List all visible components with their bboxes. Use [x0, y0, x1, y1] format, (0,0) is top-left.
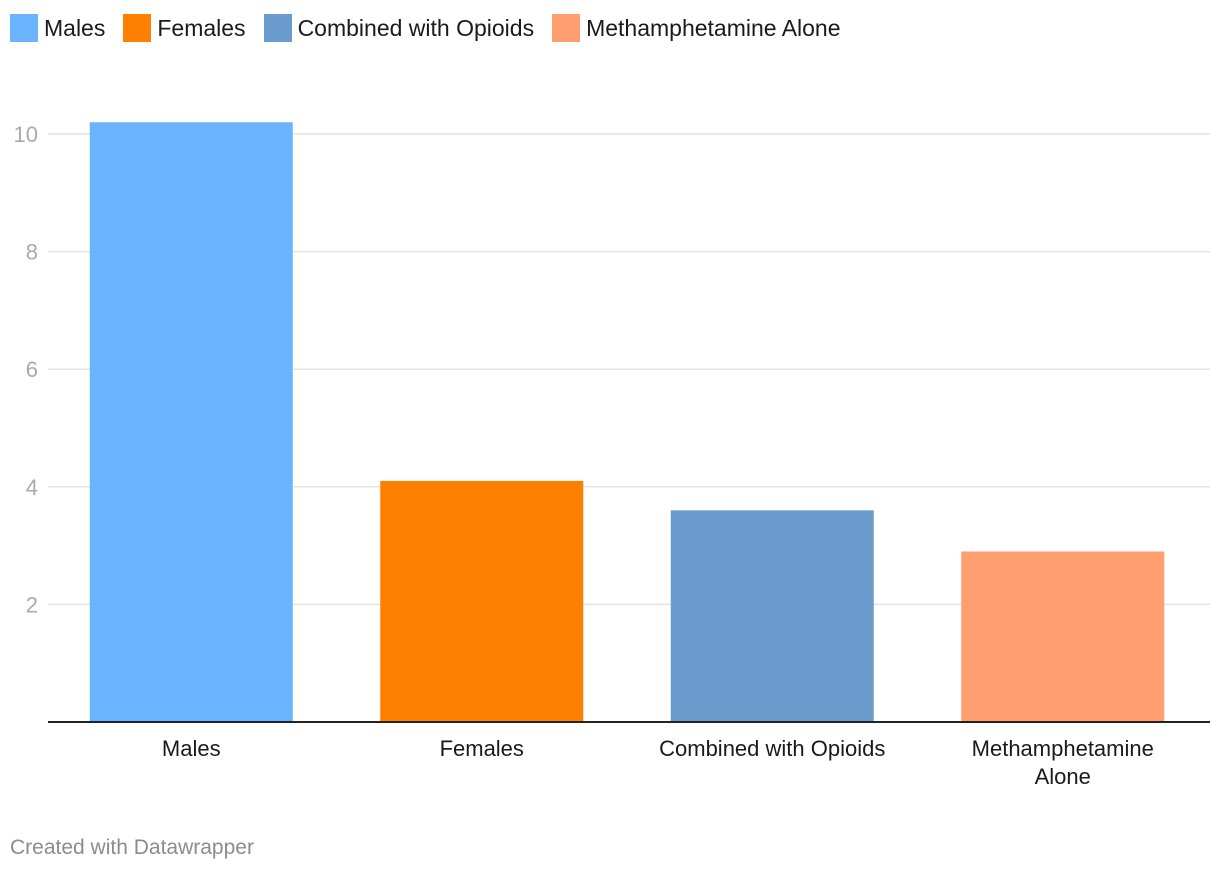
legend: Males Females Combined with Opioids Meth… [10, 12, 859, 44]
axes: 2 4 6 8 10 Males Females Combined with Opioids M… [14, 122, 1210, 789]
legend-swatch [552, 14, 581, 42]
y-tick-label: 6 [26, 357, 38, 382]
legend-item-males: Males [10, 14, 105, 42]
legend-item-females: Females [123, 14, 246, 42]
x-category-label: Combined with Opioids [659, 736, 885, 761]
legend-item-combined-with-opioids: Combined with Opioids [263, 14, 535, 42]
legend-label: Females [157, 14, 246, 41]
bars [89, 122, 1165, 723]
legend-swatch [263, 14, 292, 42]
bar-combined-with-opioids [670, 510, 874, 722]
y-tick-label: 4 [26, 475, 38, 500]
legend-label: Males [44, 14, 106, 41]
y-tick-label: 10 [14, 122, 38, 147]
bar-females [380, 480, 584, 722]
bar-methamphetamine-alone [961, 551, 1165, 722]
legend-label: Methamphetamine Alone [586, 14, 841, 41]
x-category-label: Females [440, 736, 524, 761]
legend-swatch [123, 14, 152, 42]
legend-label: Combined with Opioids [297, 14, 535, 41]
legend-item-methamphetamine-alone: Methamphetamine Alone [552, 14, 841, 42]
footer-credit: Created with Datawrapper [10, 836, 254, 859]
x-category-label: Males [162, 736, 221, 761]
x-category-label: Methamphetamine Alone [972, 736, 1154, 789]
legend-swatch [10, 14, 38, 42]
y-tick-label: 8 [26, 240, 38, 265]
y-tick-label: 2 [26, 592, 38, 617]
bar-males [89, 122, 293, 723]
